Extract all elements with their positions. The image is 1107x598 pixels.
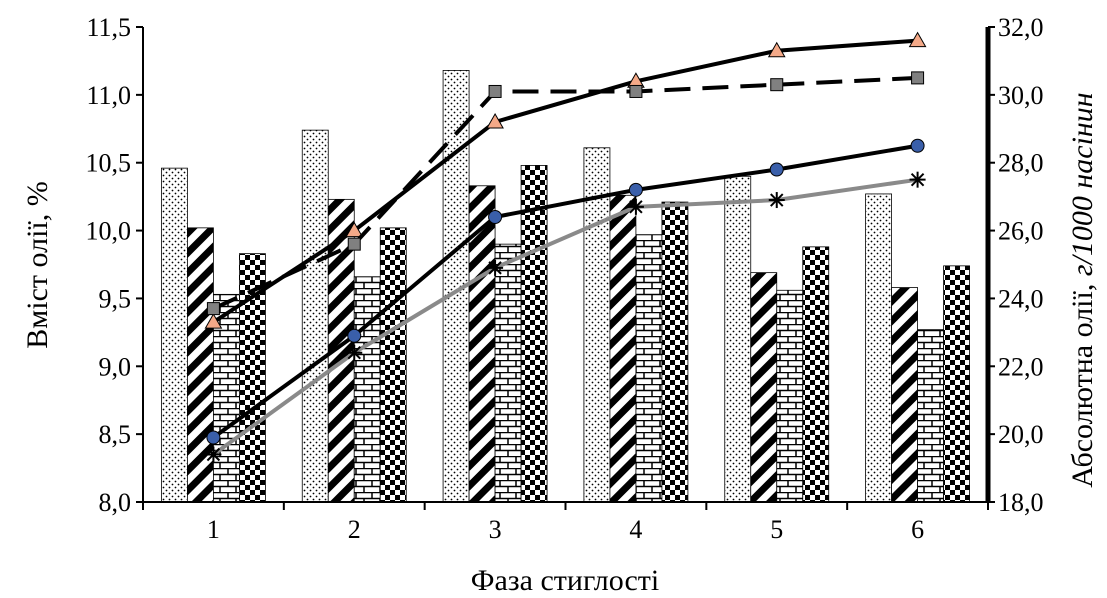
y-axis-title-left: Вміст олії, % [21,181,54,349]
y-tick-label-left: 10,0 [86,217,132,246]
bar-brick-2 [353,276,381,503]
bar-dots-5 [724,175,752,503]
star-marker-6 [909,171,926,188]
y-tick-label-right: 24,0 [998,284,1044,313]
bar-diagonal-1 [187,227,214,503]
bar-dots-2 [301,129,329,503]
square-marker-1 [206,302,220,316]
y-tick-label-right: 20,0 [998,420,1044,449]
line-star [212,177,918,457]
star-marker-3 [487,259,504,276]
bar-checker-3 [520,165,548,503]
bar-dots-6 [865,193,892,503]
bar-brick-5 [776,289,804,503]
y-tick-label-left: 9,0 [99,352,132,381]
bar-brick-4 [635,234,663,503]
x-tick-label: 5 [770,515,783,544]
bar-dots-4 [583,147,611,503]
y-tick-label-left: 9,5 [99,284,132,313]
bar-checker-4 [661,201,689,503]
y-tick-label-left: 11,0 [86,81,131,110]
axes [142,27,991,503]
x-tick-label: 3 [489,515,502,544]
triangle-marker-1 [204,313,223,329]
x-tick-label: 6 [911,515,924,544]
square-marker-6 [911,71,925,85]
bar-dots-1 [161,167,188,503]
x-tick-label: 4 [629,515,642,544]
x-axis-title: Фаза стиглості [471,564,659,597]
circle-marker-6 [910,138,925,153]
star-marker-4 [627,198,644,215]
circle-marker-2 [347,328,362,343]
y-tick-label-left: 11,5 [86,13,131,42]
bar-brick-6 [917,329,944,503]
ticks [136,26,995,510]
star-marker-2 [346,344,363,361]
bar-checker-6 [943,265,970,503]
y-tick-label-right: 26,0 [998,217,1044,246]
y-tick-label-right: 30,0 [998,81,1044,110]
y-tick-label-left: 8,0 [99,488,132,517]
y-axis-title-right-upright: Абсолютна олії, [1066,276,1099,488]
triangle-marker-2 [345,221,364,238]
line-triangle [212,38,918,324]
line-square [212,75,918,311]
circle-marker-3 [488,210,503,224]
y-tick-label-right: 18,0 [998,488,1044,517]
y-tick-label-left: 10,5 [86,149,132,178]
bar-diagonal-6 [891,287,918,503]
triangle-marker-6 [908,31,927,48]
bars [161,70,970,503]
triangle-marker-5 [767,41,786,58]
line-series [204,31,927,463]
square-marker-4 [629,84,643,98]
x-tick-label: 1 [207,515,220,544]
y-axis-title-right: Абсолютна олії, г/1000 насінин [1066,92,1099,487]
y-axis-title-right-italic: г/1000 насінин [1066,92,1099,276]
y-tick-label-right: 28,0 [998,149,1044,178]
star-marker-1 [205,446,222,463]
circle-marker-1 [206,430,221,445]
y-tick-label-right: 32,0 [998,13,1044,42]
square-marker-3 [488,84,502,98]
star-marker-5 [768,192,785,209]
y-tick-label-right: 22,0 [998,352,1044,381]
bar-checker-2 [379,227,407,503]
circle-marker-5 [769,162,784,177]
circle-marker-4 [628,182,643,197]
bar-diagonal-5 [750,272,778,503]
bar-diagonal-4 [609,194,637,503]
square-marker-5 [770,78,784,92]
y-tick-label-left: 8,5 [99,420,132,449]
bar-brick-3 [494,243,522,503]
bar-checker-5 [802,246,830,503]
x-tick-label: 2 [348,515,361,544]
line-circle [212,143,918,440]
square-marker-2 [347,237,361,251]
tick-labels: 8,0 8,5 9,0 9,5 10,0 10,5 11,0 11,5 18,0 20,0 22,0… [86,13,1044,544]
triangle-marker-3 [486,112,504,129]
